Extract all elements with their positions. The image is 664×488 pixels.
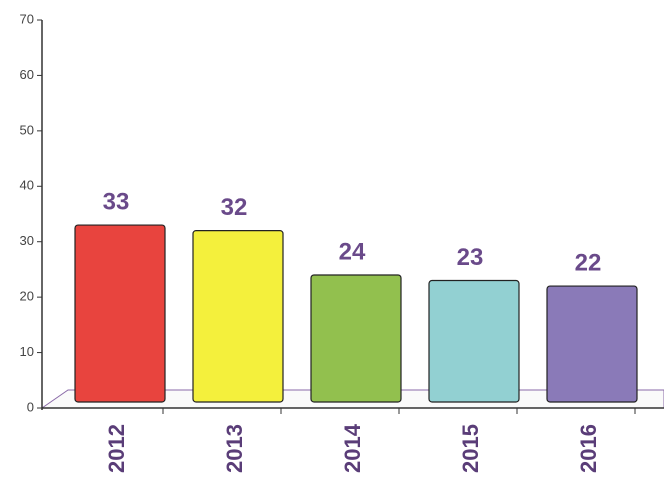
y-tick-label: 10 bbox=[20, 344, 34, 359]
y-tick-label: 20 bbox=[20, 289, 34, 304]
data-label: 24 bbox=[339, 238, 366, 265]
y-tick-label: 50 bbox=[20, 122, 34, 137]
y-tick-label: 0 bbox=[27, 399, 34, 414]
bar bbox=[310, 274, 402, 403]
y-tick-label: 60 bbox=[20, 67, 34, 82]
x-tick-label: 2016 bbox=[576, 424, 601, 473]
x-tick-label: 2014 bbox=[340, 423, 365, 473]
y-tick-label: 30 bbox=[20, 233, 34, 248]
x-tick-label: 2012 bbox=[104, 424, 129, 473]
x-tick-label: 2015 bbox=[458, 424, 483, 473]
y-tick-label: 40 bbox=[20, 178, 34, 193]
data-label: 22 bbox=[575, 249, 602, 276]
bar bbox=[546, 285, 638, 403]
data-label: 32 bbox=[221, 194, 248, 221]
data-label: 23 bbox=[457, 244, 484, 271]
bar bbox=[428, 279, 520, 403]
bar bbox=[74, 224, 166, 403]
data-label: 33 bbox=[103, 188, 130, 215]
x-tick-label: 2013 bbox=[222, 424, 247, 473]
y-tick-label: 70 bbox=[20, 11, 34, 26]
bar bbox=[192, 230, 284, 403]
